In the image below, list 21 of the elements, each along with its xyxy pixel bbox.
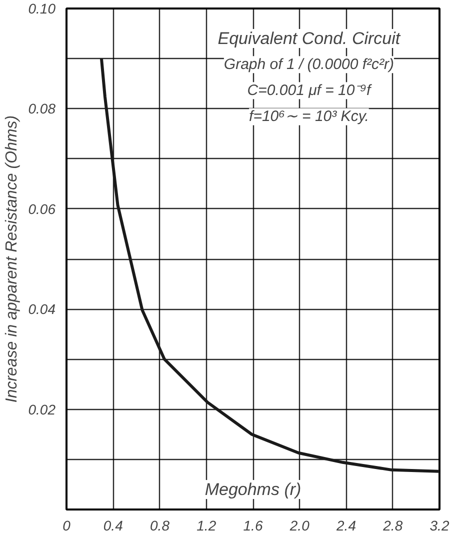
x-axis-title: Megohms (r) bbox=[204, 480, 302, 499]
text: Graph of 1 / (0.0000 f²c²r) bbox=[224, 56, 394, 74]
y-tick-label: 0.02 bbox=[28, 401, 56, 418]
x-tick-label: 1.6 bbox=[243, 518, 263, 534]
annotation: C=0.001 μf = 10⁻⁹f bbox=[247, 82, 372, 100]
x-tick-label: 0.8 bbox=[150, 518, 170, 534]
annotation: f=10⁶∼ = 10³ Kcy. bbox=[249, 108, 369, 126]
x-tick-label: 2.0 bbox=[288, 518, 310, 534]
x-tick-label: 2.4 bbox=[336, 518, 356, 534]
x-tick-label: 0.4 bbox=[103, 518, 124, 534]
y-tick-label: 0.06 bbox=[28, 200, 56, 217]
x-tick-label: 2.8 bbox=[382, 518, 403, 534]
y-tick-label: 0.08 bbox=[28, 100, 56, 117]
y-tick-label: 0.04 bbox=[28, 301, 56, 318]
y-tick-label: 0.10 bbox=[28, 0, 56, 16]
text: Equivalent Cond. Circuit bbox=[218, 29, 402, 48]
y-axis-title: Increase in apparent Resistance (Ohms) bbox=[3, 115, 20, 403]
line-series bbox=[100, 57, 440, 473]
x-tick-label: 3.2 bbox=[430, 518, 450, 534]
x-tick-label: 1.2 bbox=[196, 518, 216, 534]
x-tick-label: 0 bbox=[62, 518, 71, 534]
